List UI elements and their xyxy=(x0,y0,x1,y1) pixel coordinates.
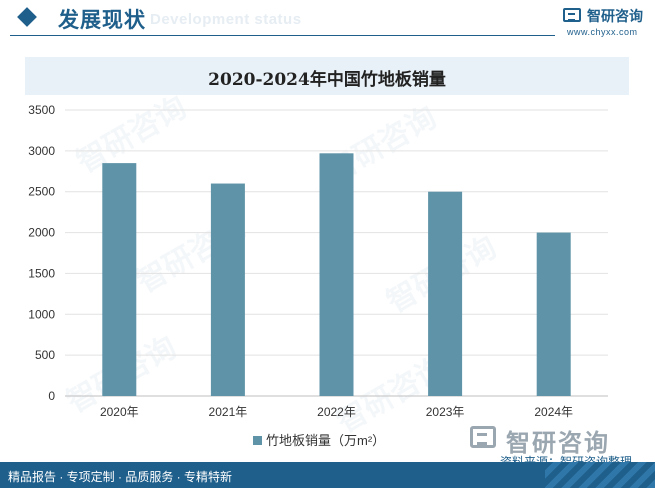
footer-stripe xyxy=(545,462,655,488)
y-tick-label: 500 xyxy=(35,348,55,362)
y-tick-label: 3500 xyxy=(28,103,55,117)
x-axis: 2020年 2021年 2022年 2023年 2024年 xyxy=(100,405,573,419)
footer-slogan: 精品报告 · 专项定制 · 品质服务 · 专精特新 xyxy=(8,470,232,484)
y-tick-label: 0 xyxy=(48,389,55,403)
header-divider xyxy=(10,35,555,36)
bar xyxy=(319,153,354,396)
chart-title: 2020-2024年中国竹地板销量 xyxy=(208,70,446,90)
source-logo-icon xyxy=(470,426,496,448)
brand-name: 智研咨询 xyxy=(587,8,643,24)
bar xyxy=(210,183,245,396)
legend-swatch xyxy=(253,436,262,445)
brand-url[interactable]: www.chyxx.com xyxy=(567,27,638,37)
x-tick-label: 2024年 xyxy=(534,405,573,419)
bar xyxy=(428,191,463,396)
bar xyxy=(536,232,571,396)
chart-bars xyxy=(102,153,571,396)
page-footer: 精品报告 · 专项定制 · 品质服务 · 专精特新 xyxy=(0,462,655,488)
section-title: 发展现状 xyxy=(58,9,146,32)
x-tick-label: 2020年 xyxy=(100,405,139,419)
legend-label: 竹地板销量（万m²） xyxy=(266,433,385,448)
brand-logo-icon xyxy=(563,8,581,22)
source-logo-name: 智研咨询 xyxy=(506,430,610,457)
diamond-icon xyxy=(17,7,37,27)
bar xyxy=(102,163,137,396)
brand-logo[interactable]: 智研咨询 www.chyxx.com xyxy=(563,6,653,42)
x-tick-label: 2021年 xyxy=(209,405,248,419)
x-tick-label: 2022年 xyxy=(317,405,356,419)
chart-title-bar: 2020-2024年中国竹地板销量 xyxy=(25,57,629,95)
y-tick-label: 3000 xyxy=(28,144,55,158)
chart-legend: 竹地板销量（万m²） xyxy=(253,433,385,448)
section-subtitle: Development status xyxy=(150,11,302,28)
y-tick-label: 2000 xyxy=(28,226,55,240)
source-logo: 智研咨询 xyxy=(470,423,640,457)
page-header: Development status 发展现状 xyxy=(0,0,655,40)
y-tick-label: 2500 xyxy=(28,185,55,199)
y-axis: 0 500 1000 1500 2000 2500 3000 3500 xyxy=(28,103,55,403)
y-tick-label: 1000 xyxy=(28,307,55,321)
x-tick-label: 2023年 xyxy=(426,405,465,419)
y-tick-label: 1500 xyxy=(28,266,55,280)
